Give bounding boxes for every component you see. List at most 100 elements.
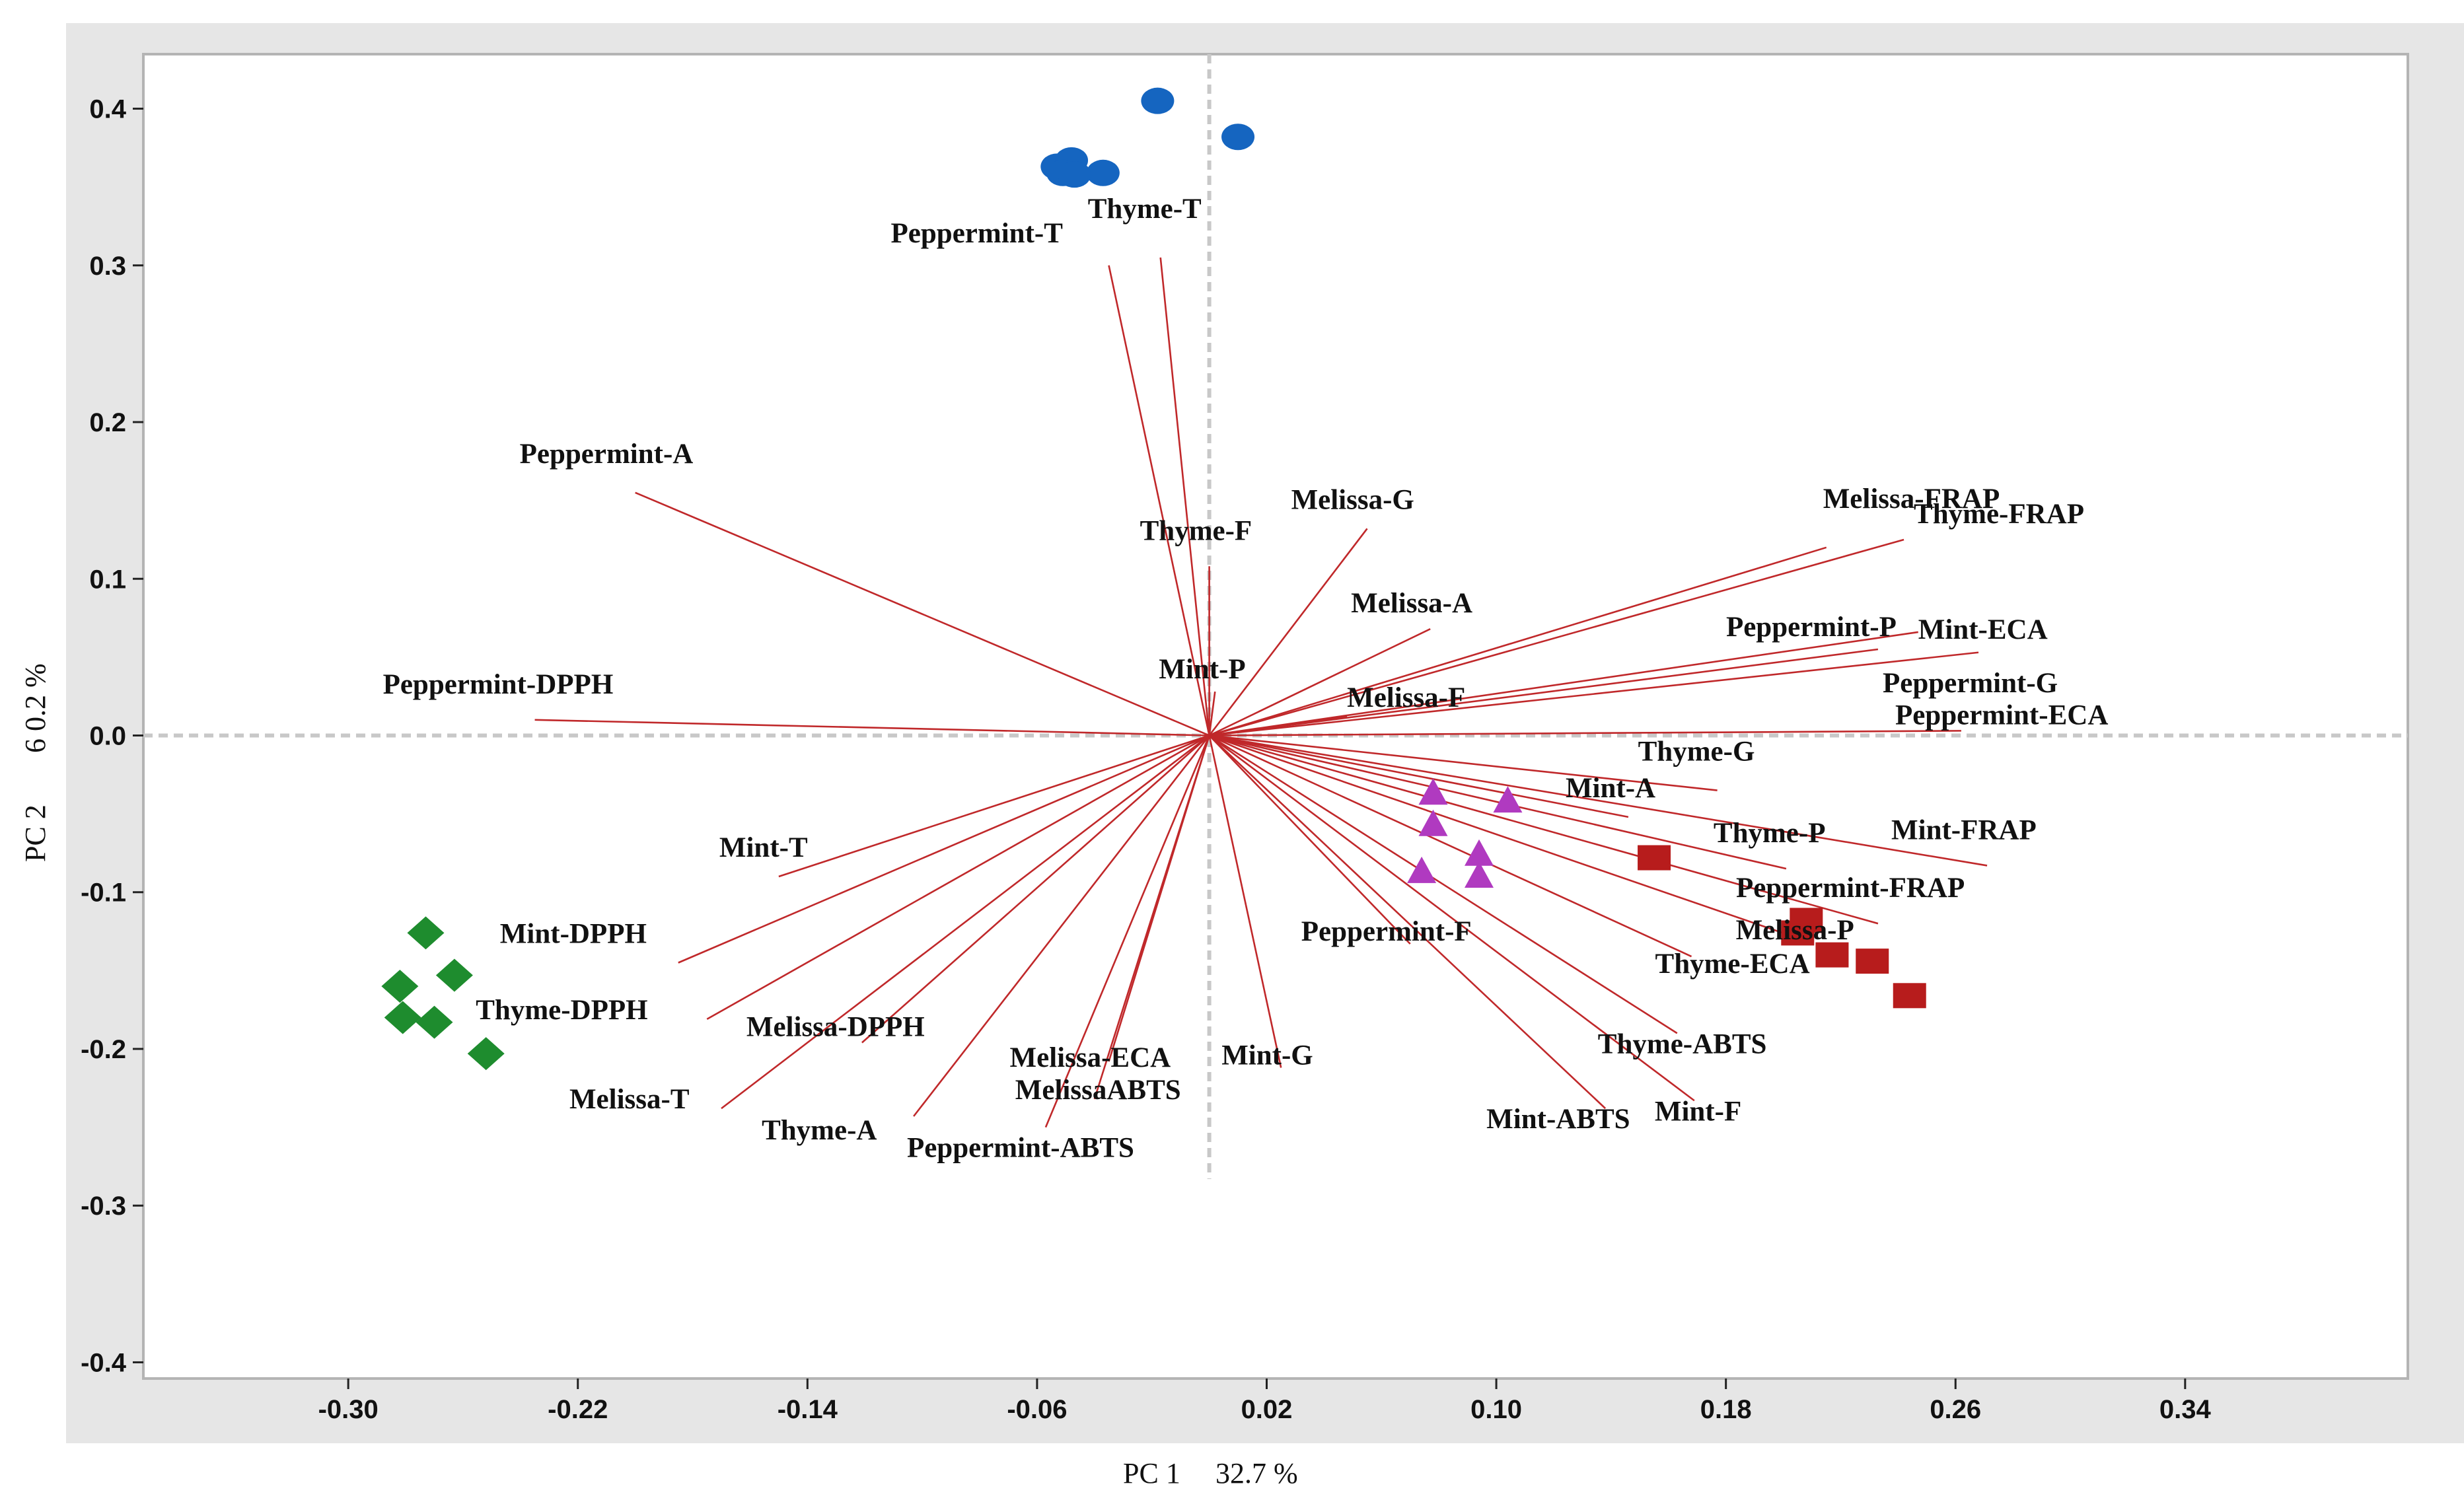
y-tick-label: 0.0 [89,722,126,751]
x-tick-label: 0.34 [2159,1395,2212,1424]
loading-vector-melissa-dpph [861,735,1210,1044]
x-tick-label: 0.02 [1241,1395,1293,1424]
y-tick-label: 0.2 [89,408,126,437]
y-tick-label: -0.1 [81,879,126,908]
loading-label-melissa-g: Melissa-G [1291,484,1414,515]
loading-vector-peppermint-g [1209,651,1979,736]
loading-label-melissa-p: Melissa-P [1736,915,1854,946]
loading-vector-mint-f [1208,735,1695,1102]
loading-label-thyme-dpph: Thyme-DPPH [476,995,647,1026]
loading-vector-thyme-a [913,735,1210,1117]
loading-label-mint-frap: Mint-FRAP [1891,814,2037,845]
loading-label-thyme-p: Thyme-P [1714,818,1826,849]
loading-vector-mint-g [1208,735,1282,1068]
loading-vector-melissaabts [1093,735,1210,1100]
loading-label-melissa-frap: Melissa-FRAP [1823,484,2000,515]
red-square-point [1638,845,1671,871]
loading-vector-mint-dpph [678,735,1210,964]
loading-label-melissa-f: Melissa-F [1347,682,1465,713]
loading-label-mint-a: Mint-A [1566,773,1655,804]
y-tick-label: 0.1 [89,565,126,594]
y-tick-label: -0.4 [81,1348,127,1377]
y-tick-label: 0.4 [89,95,126,124]
loading-label-thyme-g: Thyme-G [1638,736,1755,768]
loading-label-mint-eca: Mint-ECA [1918,614,2048,645]
purple-triangle-point [1465,839,1494,866]
loading-vector-peppermint-p [1209,648,1879,736]
loading-label-mint-dpph: Mint-DPPH [500,918,647,949]
axis-ticks: -0.30 -0.22 -0.14 -0.06 0.02 0.10 0.18 0.26 0.34… [81,95,2211,1424]
loading-vector-mint-a [1209,735,1629,818]
loading-label-thyme-frap: Thyme-FRAP [1914,499,2084,530]
loading-vector-thyme-abts [1208,735,1678,1034]
x-axis-variance: 32.7 % [1215,1457,1298,1489]
loading-label-mint-f: Mint-F [1655,1096,1741,1127]
loading-label-peppermint-f: Peppermint-F [1301,916,1472,947]
loading-label-thyme-f: Thyme-F [1140,515,1252,546]
loading-label-peppermint-p: Peppermint-P [1726,612,1897,643]
loading-vector-thyme-t [1159,257,1210,736]
loading-vector-melissa-frap [1209,546,1827,736]
loading-vector-mint-abts [1208,735,1607,1110]
x-tick-label: 0.10 [1470,1395,1522,1424]
loading-vector-melissa-p [1209,735,1793,937]
loading-vector-peppermint-dpph [534,719,1210,736]
loading-label-peppermint-g: Peppermint-G [1883,668,2058,699]
x-tick-label: -0.22 [548,1395,608,1424]
loading-vector-peppermint-f [1208,735,1411,945]
loading-label-thyme-a: Thyme-A [762,1115,877,1146]
purple-triangle-point [1407,856,1437,883]
x-tick-label: -0.14 [778,1395,838,1424]
green-diamond-point [384,1001,421,1034]
loading-label-peppermint-a: Peppermint-A [520,439,694,470]
green-diamond-point [381,970,419,1003]
y-tick-label: 0.3 [89,252,126,281]
y-tick-label: -0.3 [81,1192,126,1221]
green-diamond-point [435,958,473,992]
loading-label-mint-abts: Mint-ABTS [1486,1104,1630,1135]
loading-label-mint-t: Mint-T [719,832,808,863]
x-axis-title: PC 1 [1123,1457,1180,1489]
loading-label-peppermint-frap: Peppermint-FRAP [1736,873,1965,904]
green-diamond-point [416,1005,453,1039]
blue-circle-point [1141,87,1175,114]
loading-vector-peppermint-t [1108,265,1210,736]
x-tick-label: -0.06 [1007,1395,1067,1424]
score-points [381,87,1926,1071]
x-tick-label: 0.18 [1700,1395,1752,1424]
red-square-point [1856,949,1889,974]
loading-vector-melissa-a [1209,628,1431,736]
loading-vector-melissa-g [1208,528,1368,736]
green-diamond-point [407,916,445,950]
loading-vector-peppermint-a [635,491,1210,736]
loading-vector-melissa-t [721,735,1210,1110]
loading-label-peppermint-t: Peppermint-T [891,218,1064,249]
y-axis-title: PC 2 [19,805,52,862]
blue-circle-point [1086,159,1120,186]
loading-label-thyme-t: Thyme-T [1088,194,1202,225]
red-square-point [1781,920,1815,946]
loading-label-thyme-eca: Thyme-ECA [1655,949,1810,980]
loading-label-mint-g: Mint-G [1221,1040,1313,1071]
loading-label-melissaabts: MelissaABTS [1015,1075,1181,1106]
loading-vector-mint-p [1208,691,1216,736]
loading-vector-thyme-p [1209,735,1787,870]
loading-vector-mint-frap [1209,735,1988,867]
blue-circle-point [1058,161,1091,188]
loading-labels: Thyme-T Peppermint-T Peppermint-A Thyme-F Me… [383,194,2109,1164]
loading-vector-thyme-g [1209,735,1718,791]
red-square-point [1815,942,1849,968]
purple-triangle-point [1493,786,1523,813]
blue-circle-point [1221,124,1255,151]
y-tick-label: -0.2 [81,1035,126,1064]
red-square-point [1893,983,1926,1009]
loading-label-melissa-dpph: Melissa-DPPH [746,1011,925,1042]
purple-triangle-point [1465,861,1494,888]
loading-vector-thyme-eca [1209,735,1692,958]
loading-label-thyme-abts: Thyme-ABTS [1598,1028,1767,1059]
loading-label-mint-p: Mint-P [1159,654,1245,685]
loading-label-melissa-t: Melissa-T [569,1084,690,1115]
loading-vector-thyme-dpph [706,735,1210,1021]
loading-vector-mint-eca [1209,631,1918,736]
